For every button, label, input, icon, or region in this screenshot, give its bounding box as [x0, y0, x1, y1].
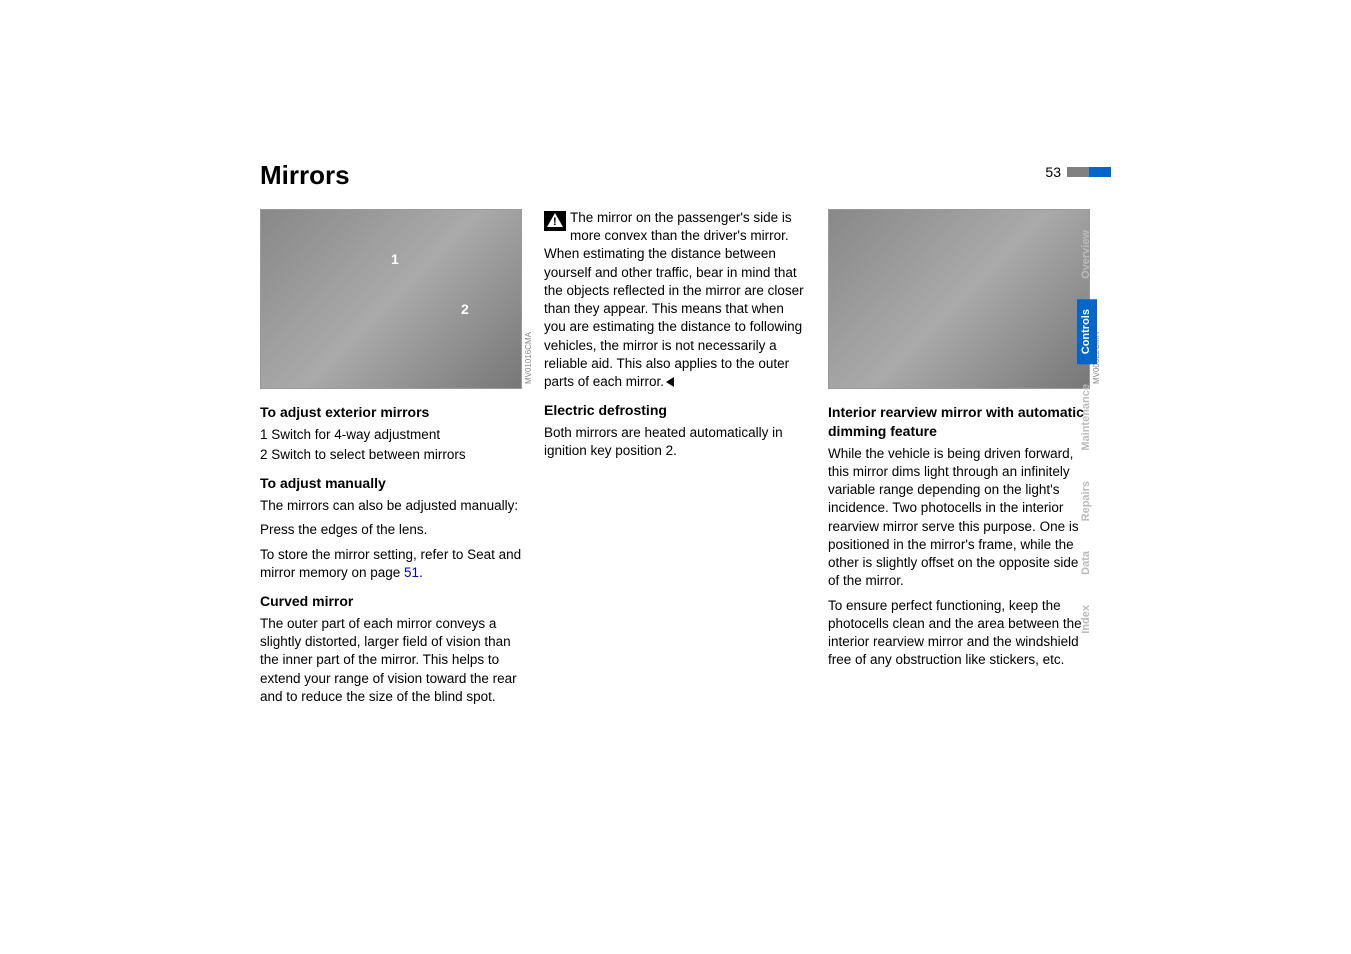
tab-controls[interactable]: Controls [1077, 299, 1097, 364]
figure-label-2: 2 [461, 300, 469, 319]
paragraph: To store the mirror setting, refer to Se… [260, 546, 522, 582]
figure-exterior-mirror: 1 2 MV01016CMA [260, 209, 522, 389]
column-3: MV00322CMA Interior rearview mirror with… [828, 209, 1090, 712]
warning-icon [544, 211, 566, 231]
end-mark-icon [666, 377, 674, 387]
heading-interior-mirror: Interior rearview mirror with automatic … [828, 403, 1090, 441]
adjust-list: 1 Switch for 4-way adjustment 2 Switch t… [260, 426, 522, 464]
list-item: 1 Switch for 4-way adjustment [260, 426, 522, 444]
list-item: 2 Switch to select between mirrors [260, 446, 522, 464]
text: . [419, 565, 423, 580]
tab-index[interactable]: Index [1077, 595, 1097, 644]
tab-data[interactable]: Data [1077, 541, 1097, 585]
page-link-51[interactable]: 51 [404, 565, 419, 580]
column-2: The mirror on the passenger's side is mo… [544, 209, 806, 712]
side-tabs: Overview Controls Maintenance Repairs Da… [1077, 220, 1097, 644]
tab-maintenance[interactable]: Maintenance [1077, 374, 1097, 461]
bar-blue [1089, 167, 1111, 177]
heading-electric-defrosting: Electric defrosting [544, 401, 806, 420]
figure-interior-mirror: MV00322CMA [828, 209, 1090, 389]
paragraph: To ensure perfect functioning, keep the … [828, 597, 1090, 670]
figure-caption-1: MV01016CMA [524, 332, 535, 384]
paragraph: The outer part of each mirror conveys a … [260, 615, 522, 706]
columns: 1 2 MV01016CMA To adjust exterior mirror… [260, 209, 1090, 712]
warning-paragraph: The mirror on the passenger's side is mo… [544, 209, 806, 391]
page-content: Mirrors 1 2 MV01016CMA To adjust exterio… [260, 160, 1090, 712]
paragraph: Press the edges of the lens. [260, 521, 522, 539]
tab-repairs[interactable]: Repairs [1077, 471, 1097, 531]
paragraph: Both mirrors are heated automatically in… [544, 424, 806, 460]
page-title: Mirrors [260, 160, 1090, 191]
heading-adjust-manually: To adjust manually [260, 474, 522, 493]
paragraph: While the vehicle is being driven forwar… [828, 445, 1090, 591]
figure-label-1: 1 [391, 250, 399, 269]
heading-curved-mirror: Curved mirror [260, 592, 522, 611]
heading-adjust-exterior: To adjust exterior mirrors [260, 403, 522, 422]
paragraph: The mirrors can also be adjusted manuall… [260, 497, 522, 515]
warning-text: The mirror on the passenger's side is mo… [544, 210, 804, 389]
column-1: 1 2 MV01016CMA To adjust exterior mirror… [260, 209, 522, 712]
text: To store the mirror setting, refer to Se… [260, 547, 521, 580]
tab-overview[interactable]: Overview [1077, 220, 1097, 289]
